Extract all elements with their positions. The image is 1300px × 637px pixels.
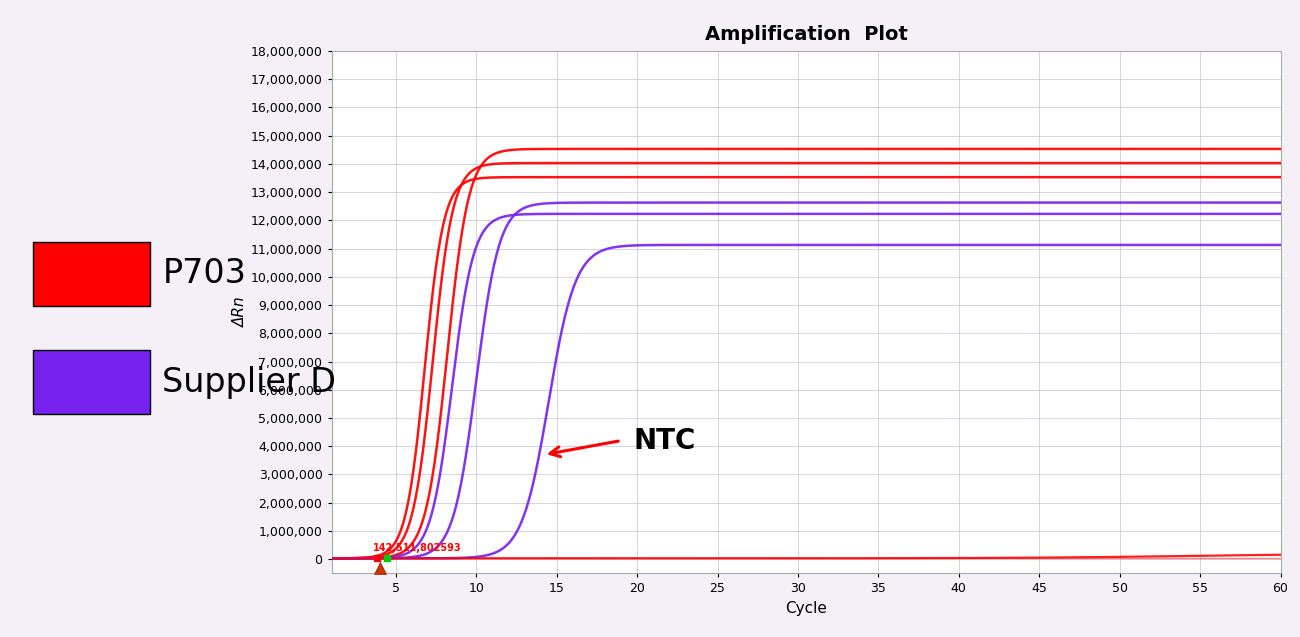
Y-axis label: ΔRn: ΔRn: [233, 297, 248, 327]
Text: NTC: NTC: [634, 427, 697, 455]
Title: Amplification  Plot: Amplification Plot: [705, 25, 907, 44]
Text: P703: P703: [162, 257, 247, 290]
X-axis label: Cycle: Cycle: [785, 601, 827, 616]
Text: 142,511,802593: 142,511,802593: [373, 543, 462, 553]
Text: Supplier D: Supplier D: [162, 366, 337, 399]
